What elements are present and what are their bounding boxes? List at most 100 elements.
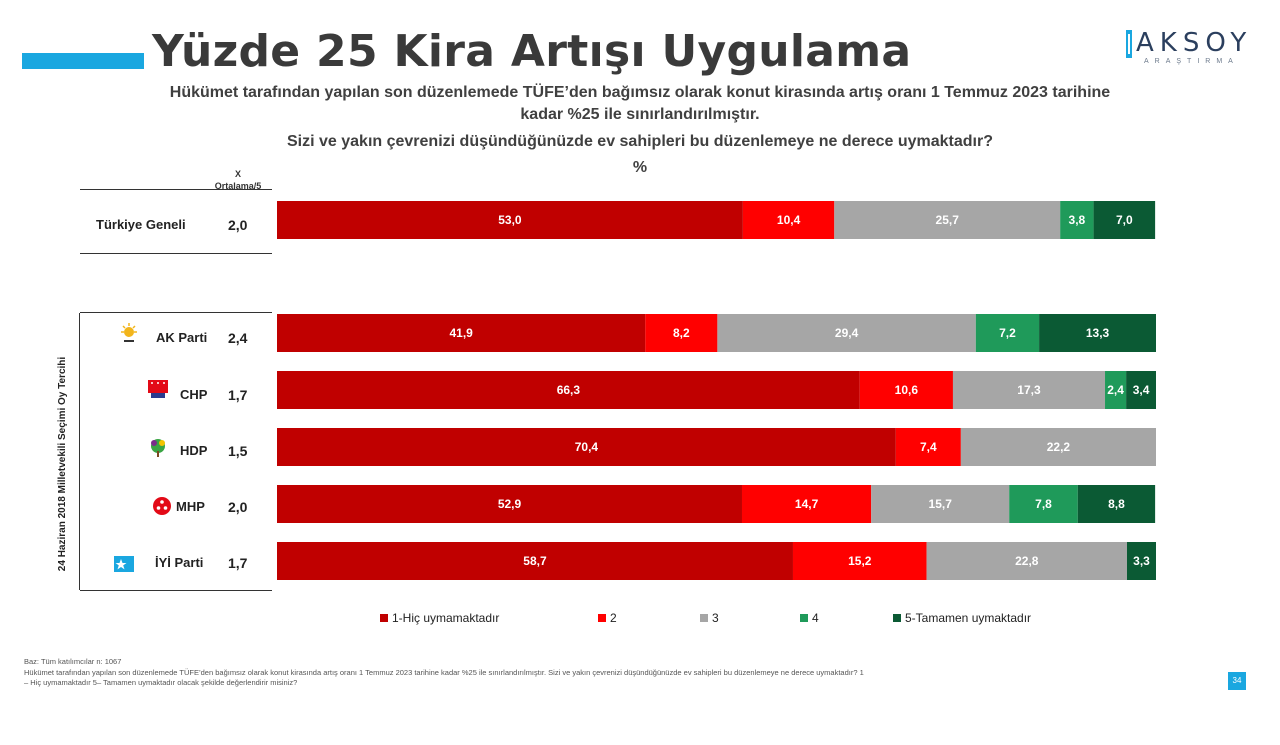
bar-mhp-level-4 bbox=[1009, 485, 1078, 523]
table-rule-top bbox=[80, 189, 272, 190]
row-label-turkiye: Türkiye Geneli bbox=[96, 217, 186, 232]
unit-label: % bbox=[632, 159, 648, 176]
data-label-hdp-level-2: 7,4 bbox=[920, 440, 937, 454]
legend-label-2: 2 bbox=[610, 611, 617, 625]
data-label-ak-parti-level-1: 41,9 bbox=[449, 326, 473, 340]
bar-chp-level-1 bbox=[277, 371, 860, 409]
table-rule-bottom bbox=[80, 590, 272, 591]
data-label-hdp-level-3: 22,2 bbox=[1047, 440, 1071, 454]
row-label-ak-parti: AK Parti bbox=[156, 330, 208, 345]
bar-ak-parti-level-3 bbox=[717, 314, 976, 352]
bar-iyi-parti-level-5 bbox=[1126, 542, 1156, 580]
data-label-chp-level-4: 2,4 bbox=[1107, 383, 1124, 397]
row-mean-iyi-parti: 1,7 bbox=[228, 555, 248, 571]
data-label-iyi-parti-level-5: 3,3 bbox=[1133, 554, 1150, 568]
data-label-hdp-level-1: 70,4 bbox=[575, 440, 599, 454]
row-mean-hdp: 1,5 bbox=[228, 443, 248, 459]
legend-swatch-2 bbox=[598, 614, 606, 622]
bar-turkiye-level-4 bbox=[1060, 201, 1094, 239]
hdp-logo-icon bbox=[151, 439, 165, 457]
legend-swatch-3 bbox=[700, 614, 708, 622]
legend-item-1: 1-Hiç uymamaktadır bbox=[380, 611, 499, 625]
bar-mhp-level-1 bbox=[277, 485, 742, 523]
data-label-chp-level-1: 66,3 bbox=[557, 383, 581, 397]
data-label-ak-parti-level-5: 13,3 bbox=[1086, 326, 1110, 340]
iyi-parti-logo-icon bbox=[114, 556, 134, 572]
bar-turkiye-level-5 bbox=[1093, 201, 1156, 239]
bar-turkiye-level-3 bbox=[834, 201, 1061, 239]
group-divider bbox=[79, 313, 80, 590]
bar-chp-level-4 bbox=[1105, 371, 1127, 409]
data-label-chp-level-2: 10,6 bbox=[895, 383, 919, 397]
ak-parti-logo-icon bbox=[121, 323, 137, 342]
row-label-hdp: HDP bbox=[180, 443, 208, 458]
bar-hdp-level-1 bbox=[277, 428, 896, 466]
legend-item-5: 5-Tamamen uymaktadır bbox=[893, 611, 1031, 625]
subtitle-line-2: kadar %25 ile sınırlandırılmıştır. bbox=[520, 106, 760, 123]
data-label-ak-parti-level-4: 7,2 bbox=[999, 326, 1016, 340]
bar-ak-parti-level-1 bbox=[277, 314, 646, 352]
data-label-mhp-level-2: 14,7 bbox=[795, 497, 819, 511]
data-label-chp-level-5: 3,4 bbox=[1133, 383, 1150, 397]
subtitle-line-1: Hükümet tarafından yapılan son düzenleme… bbox=[169, 84, 1111, 101]
bar-ak-parti-level-4 bbox=[975, 314, 1040, 352]
row-mean-turkiye: 2,0 bbox=[228, 217, 248, 233]
row-mean-chp: 1,7 bbox=[228, 387, 248, 403]
legend-swatch-5 bbox=[893, 614, 901, 622]
data-label-mhp-level-3: 15,7 bbox=[929, 497, 953, 511]
mean-header-symbol: X bbox=[234, 169, 241, 179]
legend-label-3: 3 bbox=[712, 611, 719, 625]
legend-swatch-4 bbox=[800, 614, 808, 622]
logo-mark-icon bbox=[1126, 30, 1132, 58]
company-logo: AKSOY ARAŞTIRMA bbox=[1124, 28, 1248, 68]
chp-logo-icon bbox=[148, 380, 168, 398]
footnote-question-line-2: – Hiç uymamaktadır 5– Tamamen uymaktadır… bbox=[24, 678, 298, 687]
bar-iyi-parti-level-2 bbox=[792, 542, 927, 580]
bar-turkiye-level-2 bbox=[742, 201, 835, 239]
legend-label-4: 4 bbox=[812, 611, 819, 625]
data-label-ak-parti-level-3: 29,4 bbox=[835, 326, 859, 340]
legend-item-2: 2 bbox=[598, 611, 617, 625]
survey-question: Sizi ve yakın çevrenizi düşündüğünüzde e… bbox=[287, 133, 993, 150]
legend-swatch-1 bbox=[380, 614, 388, 622]
data-label-turkiye-level-5: 7,0 bbox=[1116, 213, 1133, 227]
mhp-logo-icon bbox=[153, 497, 171, 515]
logo-tagline: ARAŞTIRMA bbox=[1144, 58, 1239, 65]
data-label-iyi-parti-level-2: 15,2 bbox=[848, 554, 872, 568]
row-label-mhp: MHP bbox=[176, 499, 205, 514]
table-rule-national bbox=[80, 253, 272, 254]
legend-item-3: 3 bbox=[700, 611, 719, 625]
footnote-base: Baz: Tüm katılımcılar n: 1067 bbox=[24, 657, 122, 666]
row-label-chp: CHP bbox=[180, 387, 208, 402]
bar-hdp-level-3 bbox=[960, 428, 1156, 466]
bar-ak-parti-level-5 bbox=[1039, 314, 1156, 352]
bar-iyi-parti-level-1 bbox=[277, 542, 793, 580]
bar-chp-level-3 bbox=[952, 371, 1106, 409]
bar-chp-level-5 bbox=[1126, 371, 1156, 409]
data-label-turkiye-level-3: 25,7 bbox=[936, 213, 960, 227]
data-label-turkiye-level-1: 53,0 bbox=[498, 213, 522, 227]
table-rule-parties-top bbox=[80, 312, 272, 313]
bar-ak-parti-level-2 bbox=[645, 314, 718, 352]
bar-iyi-parti-level-3 bbox=[926, 542, 1127, 580]
title-accent-bar bbox=[22, 53, 144, 69]
bar-mhp-level-5 bbox=[1077, 485, 1156, 523]
data-label-turkiye-level-4: 3,8 bbox=[1069, 213, 1086, 227]
data-label-chp-level-3: 17,3 bbox=[1017, 383, 1041, 397]
data-label-turkiye-level-2: 10,4 bbox=[777, 213, 801, 227]
bar-mhp-level-2 bbox=[741, 485, 872, 523]
bar-chp-level-2 bbox=[859, 371, 953, 409]
row-label-iyi-parti: İYİ Parti bbox=[155, 555, 204, 570]
data-label-mhp-level-4: 7,8 bbox=[1035, 497, 1052, 511]
footnote-question-line-1: Hükümet tarafından yapılan son düzenleme… bbox=[24, 668, 864, 677]
row-mean-mhp: 2,0 bbox=[228, 499, 248, 515]
row-mean-ak-parti: 2,4 bbox=[228, 330, 248, 346]
data-label-iyi-parti-level-1: 58,7 bbox=[523, 554, 547, 568]
bar-hdp-level-2 bbox=[895, 428, 961, 466]
mean-header-label: Ortalama/5 bbox=[214, 181, 262, 191]
data-label-mhp-level-1: 52,9 bbox=[498, 497, 522, 511]
legend-item-4: 4 bbox=[800, 611, 819, 625]
data-label-mhp-level-5: 8,8 bbox=[1108, 497, 1125, 511]
page-number: 34 bbox=[1228, 672, 1246, 690]
